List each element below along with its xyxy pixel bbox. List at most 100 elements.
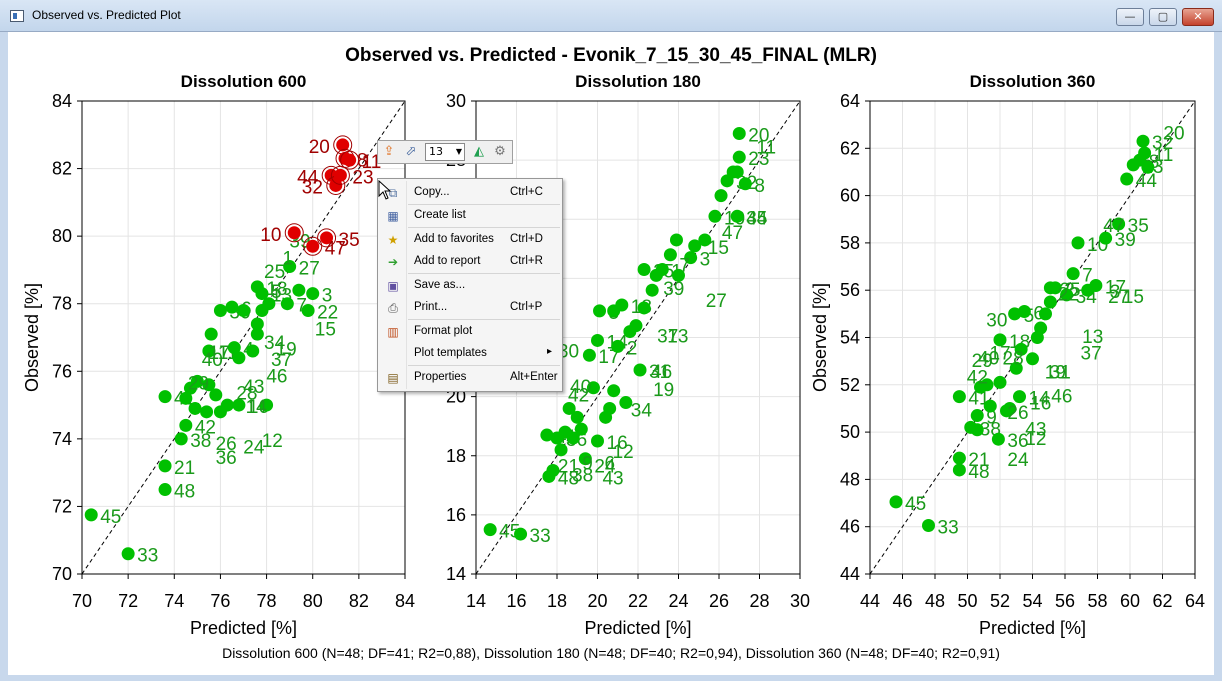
data-point[interactable] [1141, 160, 1155, 174]
data-point[interactable] [1008, 307, 1022, 321]
data-point[interactable] [732, 127, 746, 141]
data-point[interactable] [301, 303, 315, 317]
data-point[interactable] [232, 351, 246, 365]
settings-icon[interactable]: ⚙ [494, 144, 506, 159]
data-point[interactable] [292, 283, 306, 297]
data-point[interactable] [952, 451, 966, 465]
data-point[interactable] [952, 463, 966, 477]
data-point[interactable] [179, 391, 193, 405]
data-point[interactable] [158, 483, 172, 497]
data-point[interactable] [952, 390, 966, 404]
data-point[interactable] [1120, 172, 1134, 186]
data-point[interactable] [1112, 217, 1126, 231]
minimize-button[interactable]: — [1116, 8, 1144, 26]
data-point[interactable] [970, 409, 984, 423]
data-point[interactable] [174, 432, 188, 446]
data-point[interactable] [1003, 401, 1017, 415]
data-point[interactable] [213, 303, 227, 317]
highlighted-data-point[interactable] [333, 168, 347, 182]
data-point[interactable] [262, 297, 276, 311]
close-button[interactable]: ✕ [1182, 8, 1214, 26]
data-point[interactable] [200, 405, 214, 419]
menu-item-plot-templates[interactable]: Plot templates ▸ [379, 343, 561, 365]
data-point[interactable] [158, 459, 172, 473]
data-point[interactable] [637, 263, 651, 277]
highlighted-data-point[interactable] [320, 231, 334, 245]
data-point[interactable] [730, 209, 744, 223]
data-point[interactable] [889, 495, 903, 509]
highlighted-data-point[interactable] [336, 138, 350, 152]
data-point[interactable] [554, 443, 568, 457]
data-point[interactable] [179, 418, 193, 432]
data-point[interactable] [1066, 267, 1080, 281]
highlighted-data-point[interactable] [329, 178, 343, 192]
data-point[interactable] [669, 233, 683, 247]
data-point[interactable] [922, 519, 935, 533]
menu-item-add-to-favorites[interactable]: ★ Add to favorites Ctrl+D [379, 229, 561, 251]
pointer-icon[interactable]: ⬀ [405, 144, 417, 159]
data-point[interactable] [255, 287, 269, 301]
data-point[interactable] [84, 508, 98, 522]
data-point[interactable] [280, 297, 294, 311]
data-point[interactable] [615, 298, 629, 312]
data-point[interactable] [1034, 321, 1048, 335]
data-point[interactable] [250, 317, 264, 331]
data-point[interactable] [1017, 304, 1031, 318]
data-point[interactable] [202, 344, 216, 358]
highlighted-data-point[interactable] [306, 239, 320, 253]
font-size-select[interactable]: 13 ▼ [425, 143, 465, 161]
data-point[interactable] [591, 434, 604, 448]
data-point[interactable] [684, 251, 698, 265]
maximize-button[interactable]: ▢ [1149, 8, 1177, 26]
data-point[interactable] [611, 339, 625, 353]
data-point[interactable] [237, 303, 250, 317]
data-point[interactable] [607, 384, 621, 398]
data-point[interactable] [732, 150, 746, 164]
data-point[interactable] [562, 401, 576, 415]
data-point[interactable] [1136, 134, 1150, 148]
data-point[interactable] [121, 547, 135, 561]
menu-item-format-plot[interactable]: ▥ Format plot [379, 321, 561, 343]
data-point[interactable] [730, 165, 744, 179]
data-point[interactable] [593, 304, 607, 318]
data-point[interactable] [246, 344, 260, 358]
data-point[interactable] [603, 401, 617, 415]
data-point[interactable] [991, 432, 1005, 446]
menu-item-properties[interactable]: ▤ Properties Alt+Enter [379, 367, 561, 389]
data-point[interactable] [202, 378, 216, 392]
data-point[interactable] [633, 363, 647, 377]
data-point[interactable] [970, 423, 984, 437]
highlighted-data-point[interactable] [287, 226, 301, 240]
menu-item-create-list[interactable]: ▦ Create list [379, 205, 561, 227]
data-point[interactable] [645, 283, 659, 297]
data-point[interactable] [993, 375, 1007, 389]
data-point[interactable] [227, 341, 241, 355]
data-point[interactable] [190, 374, 204, 388]
data-point[interactable] [980, 378, 994, 392]
data-point[interactable] [574, 422, 588, 436]
data-point[interactable] [546, 464, 560, 478]
menu-item-save-as[interactable]: ▣ Save as... [379, 275, 561, 297]
fill-color-icon[interactable]: ◭ [474, 144, 484, 159]
data-point[interactable] [708, 209, 722, 223]
data-point[interactable] [209, 388, 223, 402]
data-point[interactable] [591, 333, 604, 347]
highlighted-data-point[interactable] [343, 153, 357, 167]
data-point[interactable] [1089, 278, 1103, 292]
data-point[interactable] [1026, 352, 1039, 366]
data-point[interactable] [306, 287, 320, 301]
data-point[interactable] [514, 527, 528, 541]
data-point[interactable] [1048, 281, 1062, 295]
data-point[interactable] [1043, 295, 1057, 309]
data-point[interactable] [260, 398, 274, 412]
menu-item-add-to-report[interactable]: ➔ Add to report Ctrl+R [379, 251, 561, 273]
data-point[interactable] [586, 381, 600, 395]
data-point[interactable] [158, 390, 172, 404]
data-point[interactable] [672, 268, 685, 282]
data-point[interactable] [232, 398, 246, 412]
data-point[interactable] [655, 263, 669, 277]
data-point[interactable] [1060, 288, 1074, 302]
menu-item-copy[interactable]: ⧉ Copy... Ctrl+C [379, 182, 561, 204]
data-point[interactable] [738, 177, 752, 191]
